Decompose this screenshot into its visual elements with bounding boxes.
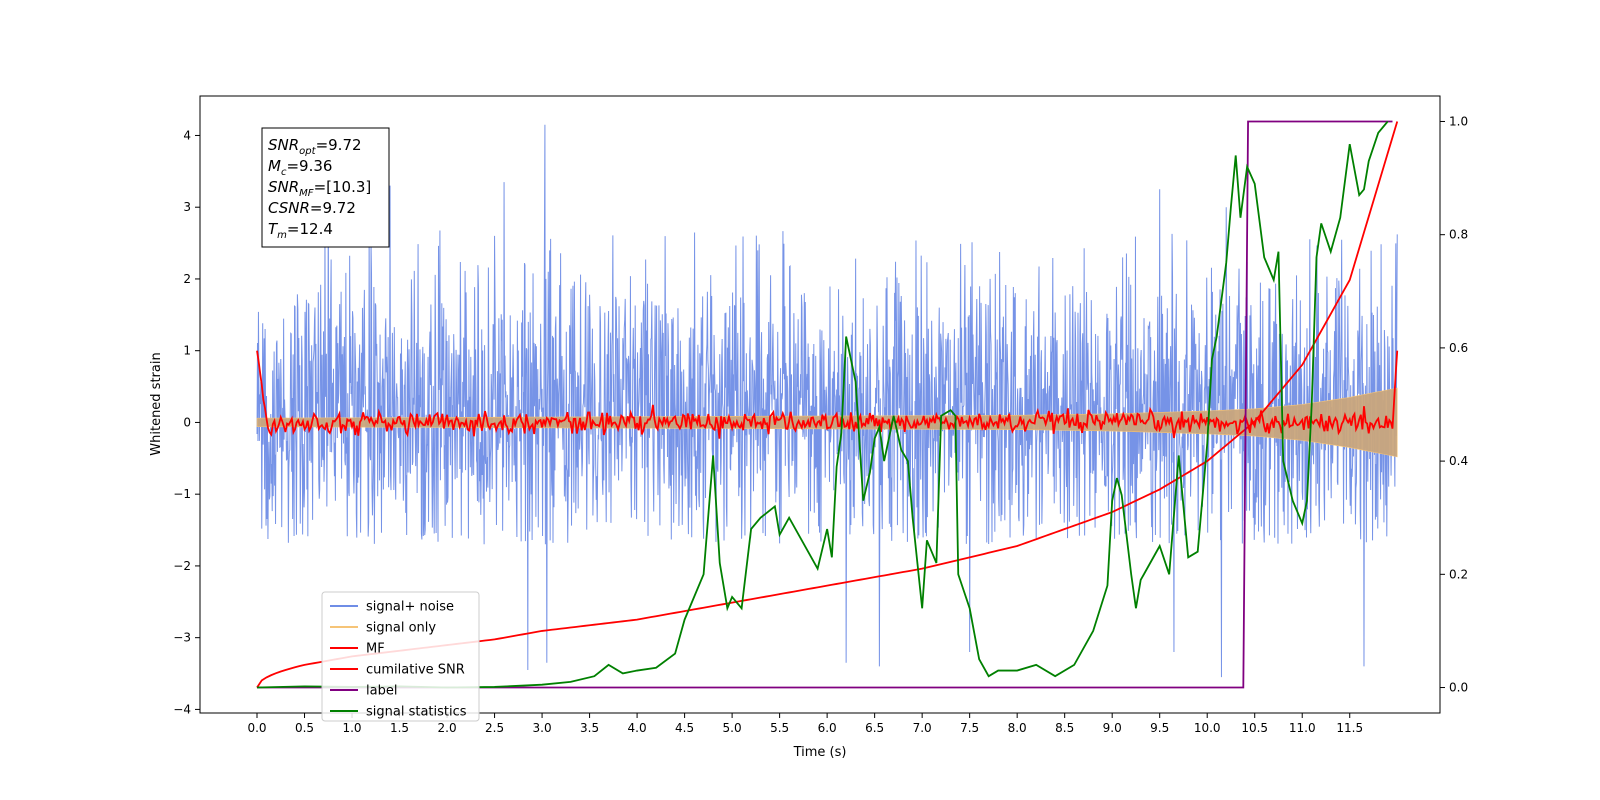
info-box-line: SNRopt=9.72 [268, 136, 362, 157]
x-tick-label: 1.0 [342, 721, 361, 735]
y-tick-label: 4 [183, 128, 191, 142]
legend-label: label [366, 684, 397, 699]
x-tick-label: 1.5 [390, 721, 409, 735]
y2-tick-label: 0.0 [1449, 681, 1468, 695]
y2-tick-label: 0.6 [1449, 341, 1468, 355]
x-tick-label: 6.5 [865, 721, 884, 735]
x-tick-label: 10.0 [1194, 721, 1221, 735]
signal-noise-series [256, 124, 1398, 678]
y2-tick-label: 0.8 [1449, 228, 1468, 242]
x-tick-label: 10.5 [1241, 721, 1268, 735]
y-tick-label: 3 [183, 200, 191, 214]
x-tick-label: 9.5 [1150, 721, 1169, 735]
y-tick-label: −3 [173, 631, 191, 645]
x-tick-label: 8.0 [1008, 721, 1027, 735]
y2-tick-label: 0.4 [1449, 454, 1468, 468]
x-tick-label: 6.0 [818, 721, 837, 735]
y-tick-label: 0 [183, 415, 191, 429]
info-box-line: Mc=9.36 [268, 157, 332, 178]
y-axis-right: 0.0 0.2 0.4 0.6 0.8 1.0 [1440, 114, 1468, 695]
signal-statistics-series [256, 120, 1389, 689]
y2-tick-label: 0.2 [1449, 567, 1468, 581]
label-series [257, 120, 1393, 689]
legend-label: signal statistics [366, 705, 467, 720]
x-tick-label: 7.5 [960, 721, 979, 735]
x-tick-label: 11.5 [1336, 721, 1363, 735]
mf-line [256, 350, 1399, 439]
legend-label: MF [366, 642, 385, 657]
info-box-line: SNRMF=[10.3] [268, 178, 371, 199]
signal-statistics-line [256, 120, 1389, 689]
legend-frame [321, 591, 480, 722]
mf-series [256, 350, 1399, 439]
x-axis: 0.0 0.5 1.0 1.5 2.0 2.5 3.0 3.5 4.0 4.5 5.0 5.5 6.0 6… [247, 713, 1363, 735]
legend-label: cumilative SNR [366, 663, 465, 678]
x-tick-label: 9.0 [1103, 721, 1122, 735]
y-tick-label: −2 [173, 559, 191, 573]
x-tick-label: 5.5 [770, 721, 789, 735]
legend-items: signal+ noise signal only MF cumilative SNR… [330, 600, 467, 720]
x-tick-label: 7.0 [913, 721, 932, 735]
plot-frame [199, 95, 1441, 714]
x-tick-label: 2.5 [485, 721, 504, 735]
y-axis-title: Whitened strain [149, 352, 164, 455]
info-box-line: CSNR=9.72 [268, 199, 356, 217]
y-tick-label: 1 [183, 344, 191, 358]
x-tick-label: 3.0 [533, 721, 552, 735]
x-tick-label: 8.5 [1055, 721, 1074, 735]
x-tick-label: 4.0 [628, 721, 647, 735]
x-tick-label: 0.5 [295, 721, 314, 735]
x-tick-label: 5.0 [723, 721, 742, 735]
legend-label: signal+ noise [366, 600, 454, 615]
x-tick-label: 2.0 [438, 721, 457, 735]
x-tick-label: 3.5 [580, 721, 599, 735]
x-tick-label: 0.0 [247, 721, 266, 735]
y2-tick-label: 1.0 [1449, 114, 1468, 128]
legend: signal+ noise signal only MF cumilative SNR… [321, 591, 480, 722]
y-tick-label: −1 [173, 487, 191, 501]
info-box-frame [261, 127, 390, 248]
signal-noise-line [256, 124, 1398, 678]
y-tick-label: −4 [173, 702, 191, 716]
legend-label: signal only [366, 621, 436, 636]
info-box-line: Tm=12.4 [268, 220, 333, 241]
x-axis-title: Time (s) [793, 745, 847, 760]
x-tick-label: 4.5 [675, 721, 694, 735]
y-axis-left: −4 −3 −2 −1 0 1 2 3 4 [173, 128, 200, 716]
x-tick-label: 11.0 [1289, 721, 1316, 735]
y-tick-label: 2 [183, 272, 191, 286]
label-line [257, 120, 1393, 689]
